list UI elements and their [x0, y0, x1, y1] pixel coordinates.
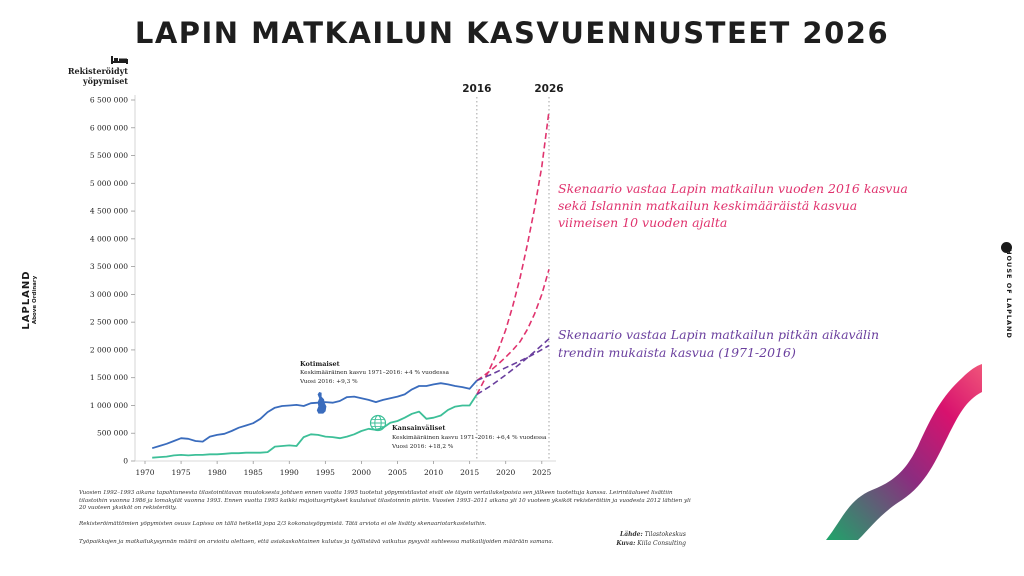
domestic-trend-scenario-line: [476, 344, 550, 382]
y-tick-label: 3 500 000: [90, 262, 128, 271]
y-tick-label: 6 000 000: [90, 123, 128, 132]
y-tick-label: 5 500 000: [90, 151, 128, 160]
finland-map-icon: [316, 392, 327, 414]
footnote-1: Vuosien 1992–1993 aikana tapahtuneesta t…: [79, 490, 691, 511]
international-annotation-2016: Vuosi 2016: +18,2 %: [391, 444, 454, 450]
scenario-trend-line2: trendin mukaista kasvua (1971-2016): [558, 345, 796, 360]
y-tick-label: 6 500 000: [90, 96, 128, 105]
circle-logo-icon: [1001, 242, 1012, 253]
domestic-annotation-title: Kotimaiset: [300, 360, 340, 368]
globe-icon: [369, 414, 387, 432]
scenario-trend-annotation: Skenaario vastaa Lapin matkailun pitkän …: [558, 327, 879, 360]
domestic-annotation-growth: Keskimääräinen kasvu 1971–2016: +4 % vuo…: [300, 370, 449, 376]
page-title: LAPIN MATKAILUN KASVUENNUSTEET 2026: [134, 16, 890, 50]
x-tick-label: 2025: [532, 468, 551, 477]
domestic-high-scenario-line: [476, 269, 550, 382]
x-tick-label: 1970: [135, 468, 154, 477]
international-series-line: [152, 393, 478, 459]
x-tick-label: 1985: [244, 468, 263, 477]
bed-icon: [111, 56, 128, 64]
scenario-high-line2: sekä Islannin matkailun keskimääräistä k…: [558, 198, 857, 213]
image-label: Kuva:: [616, 540, 636, 547]
image-value: Kiila Consulting: [637, 540, 686, 547]
footnote-2: Rekisteröimättömien yöpymisten osuus Lap…: [79, 521, 487, 527]
y-tick-label: 4 000 000: [90, 234, 128, 243]
y-axis-title-line1: Rekisteröidyt: [68, 66, 128, 76]
y-tick-label: 1 000 000: [90, 401, 128, 410]
domestic-annotation-2016: Vuosi 2016: +9,3 %: [299, 379, 358, 385]
x-tick-label: 2010: [424, 468, 443, 477]
x-tick-label: 2000: [352, 468, 371, 477]
x-tick-label: 1995: [316, 468, 335, 477]
image-credit: Kuva: Kiila Consulting: [560, 540, 686, 548]
international-annotation-growth: Keskimääräinen kasvu 1971–2016: +6,4 % v…: [392, 435, 547, 441]
y-tick-label: 500 000: [97, 429, 128, 438]
x-tick-label: 2020: [496, 468, 515, 477]
footnote-3: Työpaikkojen ja matkailukysynnän määrä o…: [79, 539, 554, 545]
scenario-trend-line1: Skenaario vastaa Lapin matkailun pitkän …: [558, 327, 879, 342]
domestic-series-line: [151, 379, 478, 450]
y-axis-title-line2: yöpymiset: [82, 76, 128, 86]
scenario-high-line1: Skenaario vastaa Lapin matkailun vuoden …: [558, 181, 908, 196]
x-tick-label: 1975: [172, 468, 191, 477]
y-tick-label: 5 000 000: [90, 179, 128, 188]
x-tick-label: 2005: [388, 468, 407, 477]
international-trend-scenario-line: [476, 338, 550, 396]
y-tick-label: 2 500 000: [90, 318, 128, 327]
x-tick-label: 1990: [280, 468, 299, 477]
y-tick-label: 1 500 000: [90, 373, 128, 382]
international-annotation-title: Kansainväliset: [392, 424, 445, 432]
source-credit: Lähde: Tilastokeskus: [560, 531, 686, 539]
scenario-high-line3: viimeisen 10 vuoden ajalta: [558, 215, 727, 230]
decorative-wave: [826, 364, 982, 540]
international-high-scenario-line: [476, 110, 550, 395]
source-value: Tilastokeskus: [644, 531, 686, 538]
scenario-high-annotation: Skenaario vastaa Lapin matkailun vuoden …: [558, 181, 908, 230]
y-tick-label: 2 000 000: [90, 345, 128, 354]
y-tick-label: 0: [123, 457, 128, 466]
year-marker-label: 2026: [534, 83, 563, 95]
y-tick-label: 3 000 000: [90, 290, 128, 299]
x-tick-label: 1980: [208, 468, 227, 477]
x-tick-label: 2015: [460, 468, 479, 477]
year-marker-label: 2016: [462, 83, 491, 95]
y-tick-label: 4 500 000: [90, 207, 128, 216]
source-label: Lähde:: [620, 531, 643, 538]
